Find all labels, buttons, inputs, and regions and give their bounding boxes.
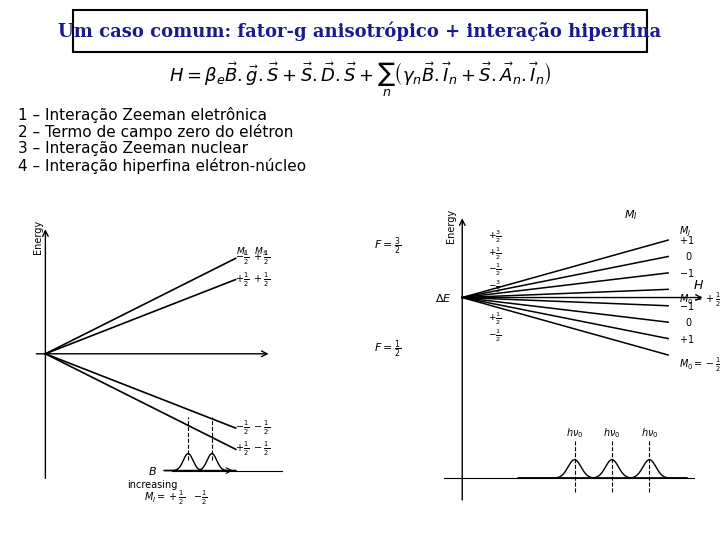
Text: 1 – Interação Zeeman eletrônica: 1 – Interação Zeeman eletrônica bbox=[18, 107, 267, 123]
Text: $-\frac{1}{2}\ -\frac{1}{2}$: $-\frac{1}{2}\ -\frac{1}{2}$ bbox=[235, 419, 270, 437]
Text: $-1$: $-1$ bbox=[680, 300, 695, 312]
Text: $+1$: $+1$ bbox=[680, 333, 695, 345]
Text: $+\frac{1}{2}\ -\frac{1}{2}$: $+\frac{1}{2}\ -\frac{1}{2}$ bbox=[235, 440, 270, 458]
Text: Energy: Energy bbox=[33, 220, 43, 254]
Text: $\ \ 0$: $\ \ 0$ bbox=[680, 316, 693, 328]
Text: $-1$: $-1$ bbox=[680, 267, 695, 279]
Text: $H$: $H$ bbox=[693, 279, 703, 292]
Text: Energy: Energy bbox=[446, 208, 456, 243]
FancyBboxPatch shape bbox=[73, 10, 647, 52]
Text: $M_J$: $M_J$ bbox=[680, 225, 692, 239]
Text: 4 – Interação hiperfina elétron-núcleo: 4 – Interação hiperfina elétron-núcleo bbox=[18, 158, 306, 174]
Text: $M_I \quad M_S$: $M_I \quad M_S$ bbox=[236, 246, 269, 258]
Text: $M_0 = -\frac{1}{2}$: $M_0 = -\frac{1}{2}$ bbox=[680, 356, 720, 374]
Text: $h\nu_0$: $h\nu_0$ bbox=[566, 426, 583, 440]
Text: $\ \ 0$: $\ \ 0$ bbox=[680, 251, 693, 262]
Text: $+\frac{1}{2}\ +\frac{1}{2}$: $+\frac{1}{2}\ +\frac{1}{2}$ bbox=[235, 271, 270, 288]
Text: $H = \beta_e \vec{B}.\vec{g}.\vec{S} + \vec{S}.\vec{D}.\vec{S} + \sum_n \left( \: $H = \beta_e \vec{B}.\vec{g}.\vec{S} + \… bbox=[168, 61, 552, 99]
Text: $h\nu_0$: $h\nu_0$ bbox=[603, 426, 621, 440]
Text: $M_0 = +\frac{1}{2}$: $M_0 = +\frac{1}{2}$ bbox=[680, 291, 720, 309]
Text: $+1$: $+1$ bbox=[680, 234, 695, 246]
Text: $F = \frac{1}{2}$: $F = \frac{1}{2}$ bbox=[374, 338, 401, 360]
Text: $M_I$: $M_I$ bbox=[624, 208, 637, 222]
Text: 3 – Interação Zeeman nuclear: 3 – Interação Zeeman nuclear bbox=[18, 141, 248, 157]
Text: $F = \frac{3}{2}$: $F = \frac{3}{2}$ bbox=[374, 235, 401, 257]
Text: $-\frac{1}{2}\ +\frac{1}{2}$: $-\frac{1}{2}\ +\frac{1}{2}$ bbox=[235, 249, 270, 267]
Text: $+\frac{1}{2}$: $+\frac{1}{2}$ bbox=[488, 245, 502, 262]
Text: $+\frac{3}{2}$: $+\frac{3}{2}$ bbox=[488, 229, 502, 245]
Text: Um caso comum: fator-g anisotrópico + interação hiperfina: Um caso comum: fator-g anisotrópico + in… bbox=[58, 21, 662, 40]
Text: $-\frac{1}{2}$: $-\frac{1}{2}$ bbox=[488, 327, 502, 344]
Text: $\Delta E$: $\Delta E$ bbox=[435, 292, 452, 303]
Text: increasing: increasing bbox=[127, 481, 178, 490]
Text: $+\frac{1}{2}$: $+\frac{1}{2}$ bbox=[488, 311, 502, 327]
Text: $M_I = +\frac{1}{2}$: $M_I = +\frac{1}{2}$ bbox=[144, 489, 185, 507]
Text: $B$: $B$ bbox=[148, 464, 157, 476]
Text: $h\nu_0$: $h\nu_0$ bbox=[641, 426, 658, 440]
Text: $-\frac{3}{2}$: $-\frac{3}{2}$ bbox=[488, 278, 502, 294]
Text: $-\frac{1}{2}$: $-\frac{1}{2}$ bbox=[488, 261, 502, 278]
Text: 2 – Termo de campo zero do elétron: 2 – Termo de campo zero do elétron bbox=[18, 124, 293, 140]
Text: $-\frac{1}{2}$: $-\frac{1}{2}$ bbox=[193, 489, 207, 507]
